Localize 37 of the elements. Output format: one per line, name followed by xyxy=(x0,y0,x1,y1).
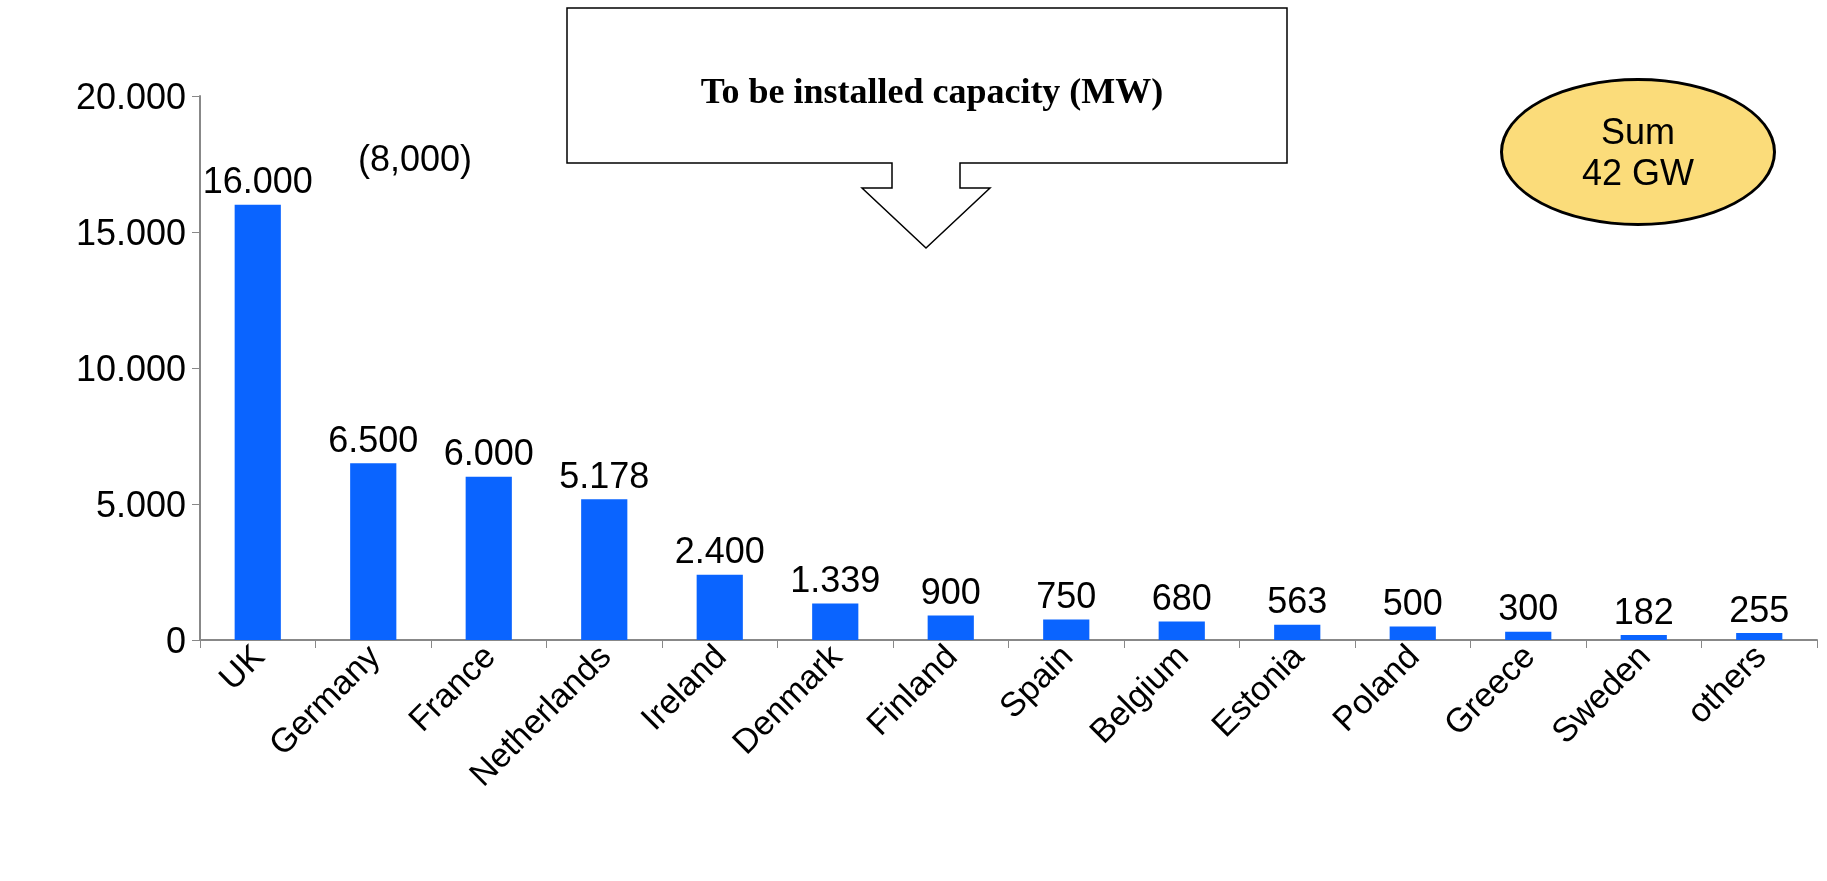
bar xyxy=(1736,633,1783,640)
bar xyxy=(350,463,397,640)
y-tick-label: 20.000 xyxy=(75,75,186,117)
bar xyxy=(234,204,281,640)
bar xyxy=(1620,635,1667,640)
y-tick-label: 5.000 xyxy=(95,483,186,525)
bar xyxy=(465,476,512,640)
data-label: 900 xyxy=(920,571,981,613)
bar xyxy=(1158,621,1205,640)
data-label: 300 xyxy=(1498,587,1559,629)
data-label: 750 xyxy=(1036,575,1097,617)
y-tick-label: 10.000 xyxy=(75,347,186,389)
data-label: 6.500 xyxy=(328,418,419,460)
data-label: 16.000 xyxy=(202,160,313,202)
bar xyxy=(696,574,743,640)
bar xyxy=(1274,624,1321,640)
data-label: 182 xyxy=(1613,590,1674,632)
y-tick-label: 15.000 xyxy=(75,211,186,253)
bar xyxy=(927,615,974,640)
data-label: 563 xyxy=(1267,580,1328,622)
annotation: (8,000) xyxy=(358,137,473,179)
x-tick-label: UK xyxy=(210,636,272,697)
bar xyxy=(1505,631,1552,640)
bar xyxy=(1389,626,1436,640)
data-label: 680 xyxy=(1151,577,1212,618)
data-label: 2.400 xyxy=(674,530,765,572)
data-label: 500 xyxy=(1382,581,1443,623)
bar xyxy=(812,603,859,640)
data-label: 5.178 xyxy=(559,454,650,496)
data-label: 6.000 xyxy=(443,432,534,474)
data-label: 255 xyxy=(1729,588,1790,630)
bar xyxy=(581,499,628,640)
y-tick-label: 0 xyxy=(165,619,186,661)
chart-title: To be installed capacity (MW) xyxy=(700,71,1164,111)
bar xyxy=(1043,619,1090,640)
data-label: 1.339 xyxy=(790,559,881,601)
ellipse-badge: Sum 42 GW xyxy=(1500,78,1776,226)
